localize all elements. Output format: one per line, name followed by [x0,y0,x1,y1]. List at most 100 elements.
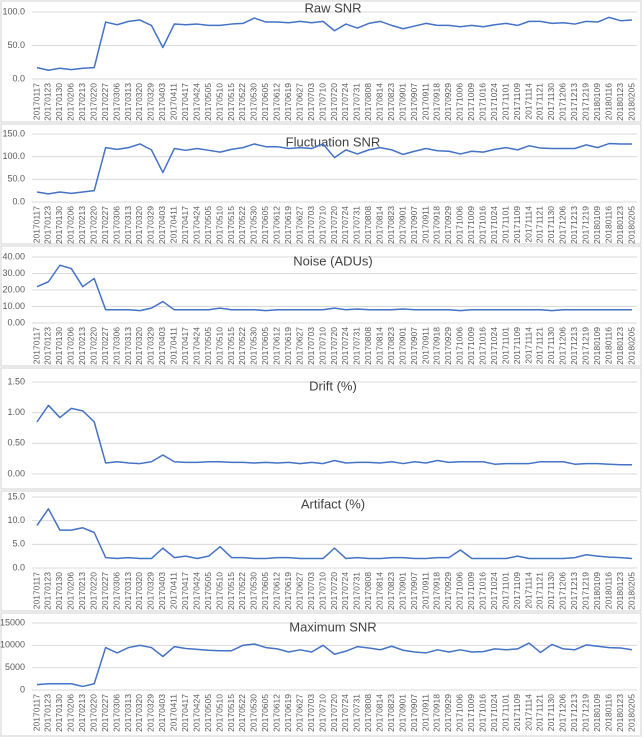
x-tick-label: 20170907 [409,327,419,365]
x-tick-label: 20170123 [43,694,53,732]
x-tick-label: 20170808 [363,694,373,732]
x-tick-label: 20170505 [203,206,213,244]
x-tick-label: 20170522 [237,83,247,121]
x-tick-label: 20171121 [535,83,545,120]
x-tick-label: 20180116 [603,83,613,120]
x-tick-label: 20170329 [146,206,156,244]
x-tick-label: 20170724 [340,327,350,365]
x-tick-label: 20170117 [31,327,41,364]
y-tick-label: 0.0 [12,562,25,572]
x-tick-label: 20170918 [432,83,442,121]
x-tick-label: 20170612 [272,83,282,121]
y-tick-label: 0.00 [7,317,25,327]
chart-title: Raw SNR [304,0,361,15]
x-tick-label: 20171219 [580,206,590,244]
x-tick-label: 20170417 [180,327,190,365]
x-tick-label: 20170320 [134,572,144,610]
data-line [36,16,633,72]
x-tick-label: 20170313 [123,327,133,365]
x-tick-label: 20171016 [478,572,488,610]
x-tick-label: 20170424 [191,327,201,365]
x-tick-label: 20171101 [500,694,510,731]
chart-title: Fluctuation SNR [286,134,381,149]
x-tick-label: 20170510 [214,572,224,610]
y-tick-label: 5000 [5,662,25,672]
y-tick-label: 0.00 [7,468,25,478]
x-tick-label: 20170220 [88,206,98,244]
y-tick-label: 30.00 [2,268,25,278]
x-tick-label: 20170505 [203,694,213,732]
x-tick-label: 20170814 [375,572,385,610]
x-tick-label: 20180116 [603,206,613,243]
x-tick-label: 20170227 [100,83,110,121]
x-tick-label: 20171006 [455,206,465,244]
x-tick-label: 20171213 [569,572,579,610]
x-tick-label: 20171016 [478,83,488,121]
x-tick-label: 20170724 [340,694,350,732]
x-tick-label: 20170206 [66,572,76,610]
data-line [36,508,633,560]
x-tick-label: 20170724 [340,572,350,610]
x-tick-label: 20171121 [535,572,545,609]
data-line [36,142,632,195]
x-tick-label: 20170731 [352,206,362,244]
x-tick-label: 20170510 [214,327,224,365]
x-tick-label: 20170731 [352,572,362,610]
x-tick-label: 20170731 [352,694,362,732]
data-line [36,264,632,312]
x-tick-label: 20170117 [31,572,41,609]
y-tick-label: 150.0 [2,128,25,138]
x-tick-label: 20170627 [294,327,304,365]
x-tick-label: 20170220 [88,83,98,121]
panel-border [0,123,642,245]
x-tick-label: 20170515 [226,694,236,732]
y-tick-label: 0.50 [7,438,25,448]
x-tick-label: 20170515 [226,83,236,121]
x-tick-label: 20170510 [214,206,224,244]
x-tick-label: 20170123 [43,83,53,121]
panel-border [0,245,642,367]
x-tick-label: 20170403 [157,83,167,121]
x-tick-label: 20170123 [43,206,53,244]
x-tick-label: 20170424 [191,572,201,610]
x-tick-label: 20170130 [54,206,64,244]
x-tick-label: 20170731 [352,83,362,121]
x-tick-label: 20170329 [146,327,156,365]
x-tick-label: 20180116 [603,327,613,364]
x-tick-label: 20170213 [77,694,87,732]
y-tick-label: 20.00 [2,284,25,294]
x-tick-label: 20170227 [100,572,110,610]
y-tick-label: 1.00 [7,407,25,417]
x-tick-label: 20170619 [283,83,293,121]
x-tick-label: 20170823 [386,327,396,365]
x-tick-label: 20171206 [558,83,568,121]
data-line [36,642,633,688]
x-tick-label: 20170306 [111,206,121,244]
x-tick-label: 20171130 [546,572,556,609]
x-tick-label: 20180109 [592,694,602,732]
x-tick-label: 20171009 [466,206,476,244]
x-tick-label: 20170823 [386,206,396,244]
x-tick-label: 20171109 [512,206,522,243]
y-tick-label: 50.0 [7,40,25,50]
x-tick-label: 20170808 [363,206,373,244]
x-tick-label: 20170320 [134,206,144,244]
x-tick-label: 20170515 [226,327,236,365]
x-tick-label: 20170117 [31,83,41,120]
x-tick-label: 20180205 [626,83,636,121]
x-tick-label: 20170206 [66,694,76,732]
x-tick-label: 20171101 [500,83,510,120]
x-tick-label: 20170814 [375,206,385,244]
x-tick-label: 20170417 [180,83,190,121]
x-tick-label: 20170929 [443,694,453,732]
y-tick-label: 10.0 [7,515,25,525]
x-tick-label: 20170123 [43,572,53,610]
x-tick-label: 20171024 [489,572,499,610]
x-tick-label: 20180123 [615,572,625,610]
y-tick-label: 10.00 [2,301,25,311]
x-tick-label: 20170911 [420,572,430,609]
chart-title: Maximum SNR [289,619,376,634]
x-tick-label: 20180205 [626,206,636,244]
x-tick-label: 20170411 [169,83,179,120]
x-tick-label: 20170703 [306,206,316,244]
